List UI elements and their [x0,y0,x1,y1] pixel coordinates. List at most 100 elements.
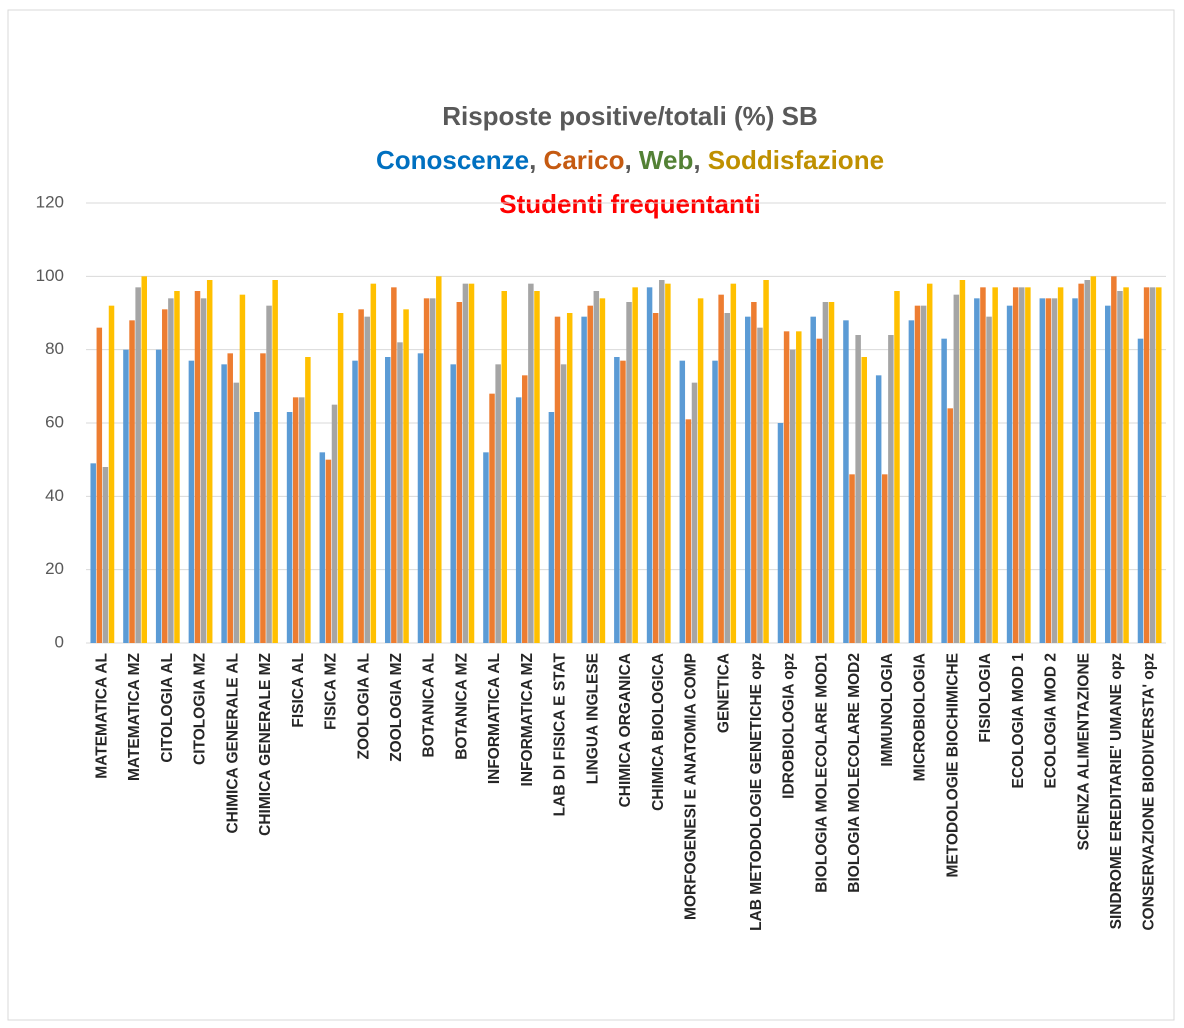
bar [495,364,501,643]
bar [789,349,796,643]
bar [129,320,135,643]
bar [254,412,260,643]
bar [1057,287,1064,643]
bar [620,360,626,643]
bar [292,397,299,643]
y-tick-label: 120 [36,192,64,211]
bar [168,298,174,643]
x-tick-label: SCIENZA ALIMENTAZIONE [1075,653,1092,850]
y-tick-label: 0 [55,632,64,651]
x-tick-label: FISICA AL [290,653,307,728]
legend-entry: Soddisfazione [708,145,884,175]
bar [1039,298,1046,643]
bar [417,353,424,643]
bar [849,474,855,643]
bar [920,305,927,643]
bar [1006,305,1013,643]
bar [730,283,737,643]
bar [227,353,233,643]
bar [1123,287,1129,643]
x-tick-label: ZOOLOGIA AL [355,653,372,759]
x-tick-label: CHIMICA GENERALE MZ [257,652,274,835]
bar [305,357,311,643]
bar [652,313,659,643]
bar [1012,287,1019,643]
bar [206,280,213,643]
bar [816,338,823,643]
y-tick-label: 60 [45,412,64,431]
x-tick-label: FISICA MZ [323,652,340,729]
bar [1111,276,1117,643]
bar [135,287,141,643]
x-tick-label: ECOLOGIA MOD 2 [1043,653,1060,789]
x-tick-label: CITOLOGIA AL [159,653,176,763]
bar [522,375,528,643]
bar [745,316,751,643]
y-tick-label: 100 [36,266,64,285]
bar [456,302,463,643]
bar [319,452,326,643]
bar [718,294,724,643]
legend-separator: , [624,145,638,175]
bar [894,291,900,643]
x-tick-label: INFORMATICA AL [486,653,503,784]
bar [757,327,763,643]
bar [626,302,632,643]
x-tick-label: SINDROME EREDITARIE' UMANE opz [1108,653,1125,930]
bar [239,294,246,643]
bar [299,397,305,643]
bar [200,298,207,643]
bar [875,375,882,643]
bar [155,349,162,643]
bar [1143,287,1150,643]
bar [599,298,606,643]
bar [331,404,338,643]
bar [174,291,180,643]
bar [403,309,409,643]
bar [528,283,534,643]
legend-entry: Carico [544,145,625,175]
bar [423,298,430,643]
bar [665,283,671,643]
legend-separator: , [529,145,543,175]
bar [102,467,109,643]
bar [548,412,555,643]
bar [370,283,377,643]
x-tick-label: INFORMATICA MZ [519,652,536,786]
bar [777,423,784,643]
bar [141,276,147,643]
bar [266,305,272,643]
bar [888,335,894,643]
bar [1051,298,1058,643]
y-tick-label: 40 [45,486,64,505]
bar [796,331,802,643]
bar [560,364,567,643]
bar [926,283,933,643]
bar [947,408,953,643]
bar [763,280,769,643]
bar [450,364,456,643]
x-tick-label: CITOLOGIA MZ [192,652,209,764]
bar [1149,287,1156,643]
bar [691,382,698,643]
bar [364,316,370,643]
x-tick-label: LAB METODOLOGIE GENETICHE opz [748,653,765,931]
bar [194,291,201,643]
bar [632,287,638,643]
x-tick-label: MATEMATICA AL [93,653,110,779]
bar [959,280,966,643]
bar [828,302,835,643]
bar [861,357,867,643]
legend: Conoscenze, Carico, Web, Soddisfazione [376,145,884,175]
bar [941,338,947,643]
bar [712,360,718,643]
bar [1072,298,1078,643]
bar [908,320,915,643]
bar [679,360,686,643]
bar [1156,287,1162,643]
bar [1137,338,1144,643]
y-tick-label: 80 [45,339,64,358]
bar [325,459,332,643]
bar [724,313,730,643]
